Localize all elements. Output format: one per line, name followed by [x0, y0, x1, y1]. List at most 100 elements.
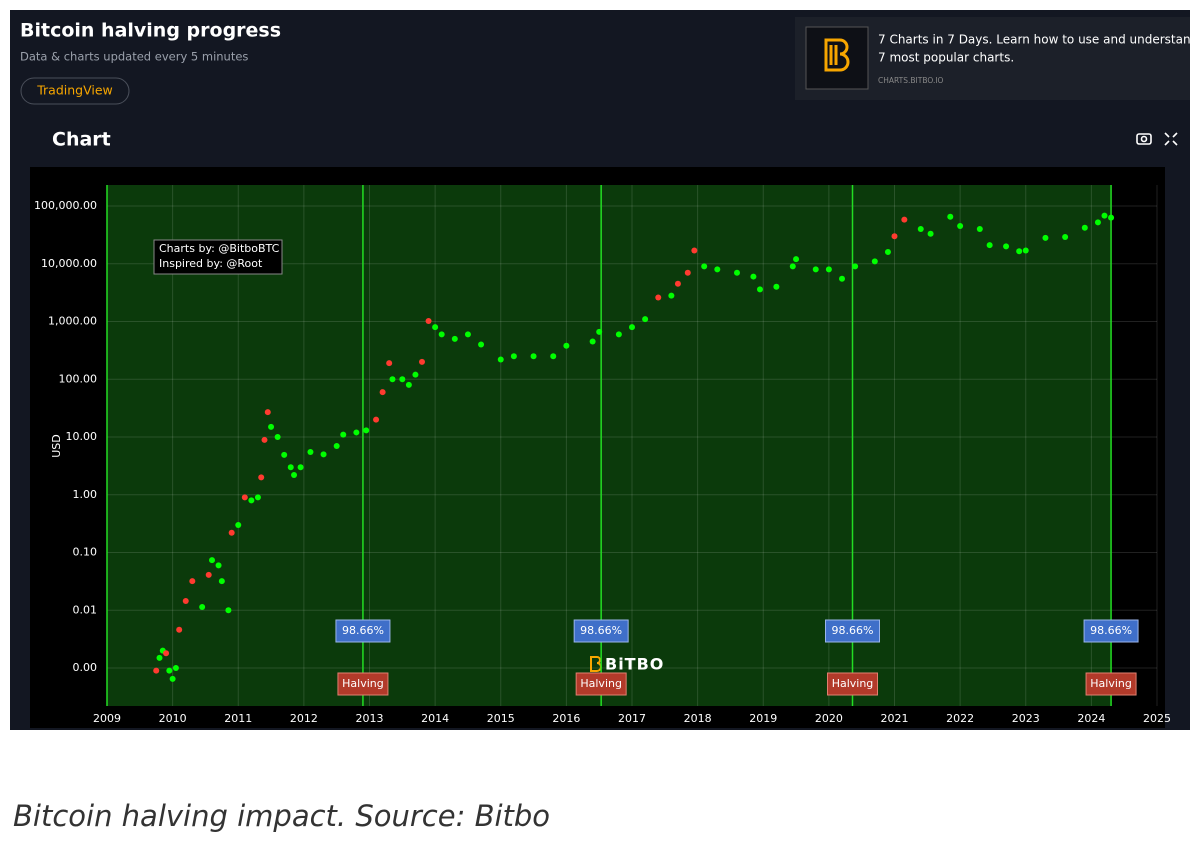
ad-text: 7 most popular charts.	[878, 51, 1014, 65]
price-point	[176, 626, 183, 633]
price-point	[773, 283, 780, 290]
price-point	[668, 292, 675, 299]
x-tick-label: 2023	[1012, 712, 1040, 725]
price-point	[166, 667, 173, 674]
page-title: Bitcoin halving progress	[20, 20, 281, 42]
percent-label: 98.66%	[832, 624, 874, 637]
price-point	[363, 427, 370, 434]
percent-badge	[573, 619, 629, 643]
price-point	[497, 356, 504, 363]
ad-url: CHARTS.BITBO.IO	[878, 76, 944, 85]
price-point	[1101, 212, 1108, 219]
expand-icon[interactable]	[1164, 132, 1178, 146]
price-point	[901, 216, 908, 223]
y-axis-label: USD	[50, 434, 63, 458]
price-point	[248, 497, 255, 504]
x-tick-label: 2011	[224, 712, 252, 725]
price-point	[917, 225, 924, 232]
price-point	[287, 464, 294, 471]
price-point	[235, 521, 242, 528]
price-point	[189, 578, 196, 585]
price-point	[379, 389, 386, 396]
x-tick-label: 2009	[93, 712, 121, 725]
halving-label: Halving	[342, 677, 384, 690]
price-point	[215, 562, 222, 569]
price-point	[927, 230, 934, 237]
x-tick-label: 2025	[1143, 712, 1171, 725]
price-point	[432, 324, 439, 331]
tradingview-button-label[interactable]: TradingView	[36, 83, 113, 98]
price-point	[839, 275, 845, 282]
x-tick-label: 2013	[356, 712, 384, 725]
x-tick-label: 2012	[290, 712, 318, 725]
y-tick-label: 100.00	[59, 372, 98, 385]
price-point	[478, 341, 485, 348]
price-point	[563, 342, 570, 349]
price-point	[405, 381, 412, 388]
annotation-text: Inspired by: @Root	[159, 257, 263, 270]
price-point	[891, 233, 898, 240]
price-point	[825, 266, 832, 273]
price-point	[596, 328, 603, 335]
price-point	[254, 494, 261, 501]
percent-badge	[825, 619, 880, 643]
price-point	[386, 360, 393, 367]
price-point	[389, 376, 396, 383]
price-point	[871, 258, 878, 265]
page-subtitle: Data & charts updated every 5 minutes	[20, 50, 248, 64]
price-point	[412, 371, 419, 378]
x-tick-label: 2020	[815, 712, 843, 725]
price-point	[750, 273, 757, 280]
price-point	[655, 294, 662, 301]
camera-icon[interactable]	[1136, 133, 1152, 145]
price-point	[264, 409, 271, 416]
x-tick-label: 2018	[684, 712, 712, 725]
price-point	[1022, 247, 1029, 254]
percent-label: 98.66%	[1090, 624, 1132, 637]
price-point	[852, 263, 859, 270]
x-tick-label: 2022	[946, 712, 974, 725]
y-tick-label: 1,000.00	[48, 315, 97, 328]
price-point	[373, 416, 380, 423]
bitbo-logo	[824, 38, 850, 72]
price-point	[976, 225, 983, 232]
x-tick-label: 2014	[421, 712, 449, 725]
watermark-logo	[590, 656, 602, 672]
percent-badge	[1083, 619, 1139, 643]
tradingview-button[interactable]	[20, 77, 130, 105]
price-point	[399, 376, 406, 383]
y-tick-label: 0.10	[73, 546, 98, 559]
price-point	[1081, 224, 1088, 231]
price-point	[674, 280, 681, 287]
price-point	[615, 331, 622, 338]
x-tick-label: 2024	[1077, 712, 1105, 725]
price-point	[291, 471, 298, 478]
annotation-text: Charts by: @BitboBTC	[159, 242, 280, 255]
halving-badge	[575, 672, 627, 696]
price-point	[228, 529, 235, 536]
price-point	[425, 318, 432, 325]
card-title: Chart	[52, 129, 111, 151]
camera-lens	[1140, 135, 1148, 143]
x-tick-label: 2017	[618, 712, 646, 725]
price-point	[701, 263, 708, 270]
price-point	[353, 429, 360, 436]
halving-label: Halving	[832, 677, 874, 690]
price-point	[163, 650, 170, 657]
price-point	[642, 316, 649, 323]
x-tick-label: 2010	[159, 712, 187, 725]
price-point	[589, 338, 596, 345]
x-tick-label: 2015	[487, 712, 515, 725]
halving-label: Halving	[580, 677, 622, 690]
price-point	[258, 474, 265, 481]
percent-badge	[335, 619, 391, 643]
price-point	[281, 451, 288, 458]
price-point	[684, 269, 691, 276]
price-point	[629, 324, 635, 331]
price-point	[199, 603, 206, 610]
toolbar-icons[interactable]	[1136, 132, 1178, 146]
halving-badge	[827, 672, 878, 696]
watermark: BiTBO	[605, 655, 664, 674]
